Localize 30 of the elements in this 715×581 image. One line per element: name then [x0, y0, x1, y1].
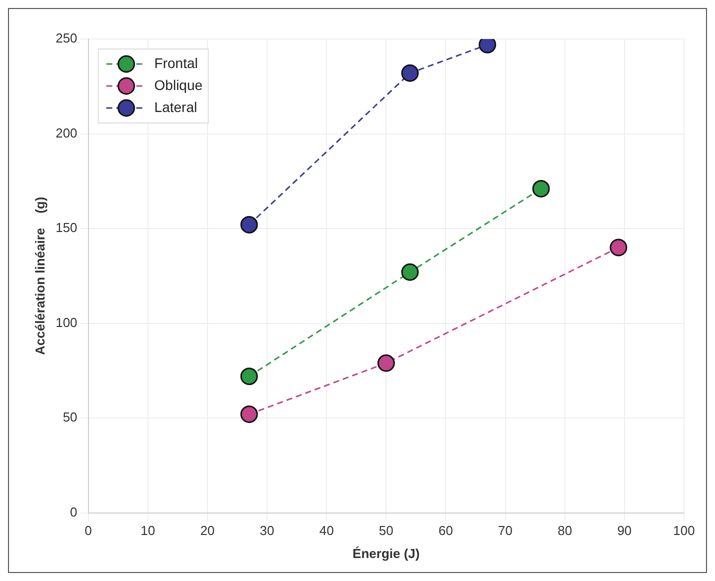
y-axis-title: Accélération linéaire (g): [32, 196, 48, 356]
point: [377, 354, 395, 372]
y-tick-label: 150: [56, 220, 78, 236]
y-tick-label: 0: [70, 504, 78, 520]
point: [532, 180, 550, 198]
x-tick-label: 40: [319, 523, 334, 538]
legend-label: Oblique: [154, 76, 203, 93]
y-tick-label: 100: [56, 314, 78, 330]
legend-label: Lateral: [154, 98, 198, 115]
x-tick-label: 50: [378, 523, 394, 538]
y-tick-label: 200: [56, 125, 78, 140]
y-tick-label: 250: [56, 30, 78, 46]
x-tick-label: 100: [673, 523, 695, 538]
x-axis-title: Énergie (J): [352, 546, 420, 561]
point: [240, 406, 258, 423]
point: [401, 64, 419, 82]
point: [240, 368, 258, 386]
legend-label: Frontal: [154, 54, 198, 71]
x-tick-label: 60: [438, 523, 453, 538]
point: [401, 263, 419, 281]
point: [610, 238, 628, 256]
x-tick-label: 30: [260, 523, 274, 538]
x-tick-label: 90: [617, 523, 632, 538]
x-tick-label: 70: [498, 523, 513, 538]
x-tick-label: 80: [558, 523, 572, 538]
point: [240, 216, 258, 234]
x-tick-label: 10: [140, 523, 156, 538]
y-tick-label: 50: [62, 410, 78, 425]
x-tick-label: 0: [84, 523, 92, 538]
x-tick-label: 20: [200, 523, 215, 538]
